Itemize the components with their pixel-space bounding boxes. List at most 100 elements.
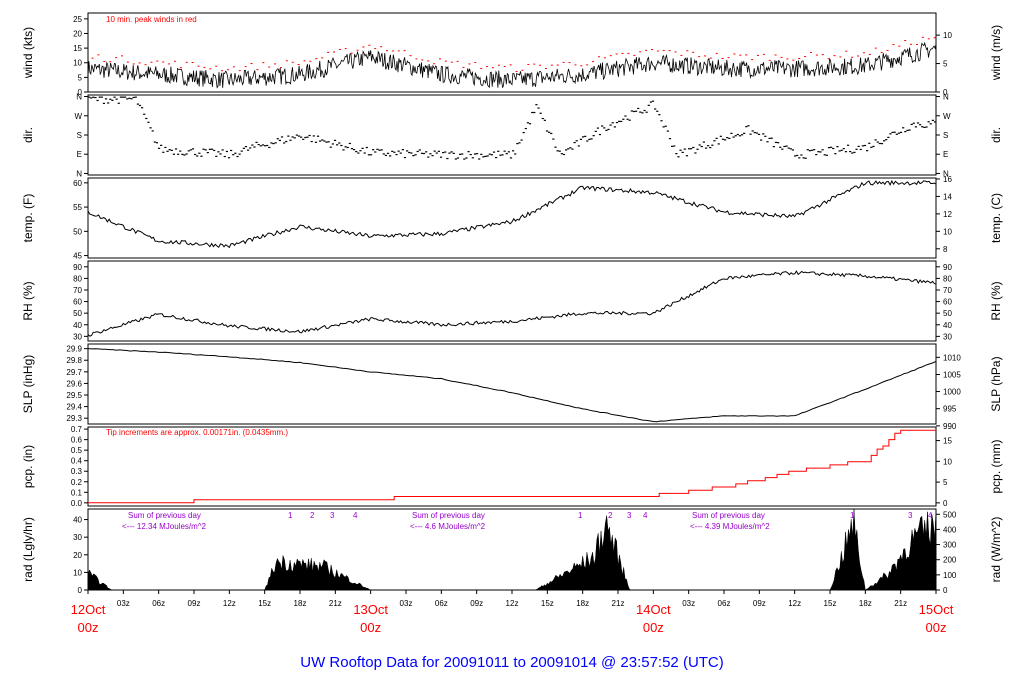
dir-right-tick-label: S [943,131,948,140]
dir-point [480,153,483,155]
wind-peak-mark [827,58,830,60]
rh-left-tick-label: 30 [73,332,82,341]
rad-sum-value-2: <--- 4.6 MJoules/m^2 [410,522,486,531]
dir-point [643,109,646,112]
dir-point [325,141,328,143]
wind-peak-mark [839,56,842,58]
dir-point [730,132,733,134]
dir-point [104,98,108,100]
dir-point [526,122,530,124]
dir-point [202,148,205,150]
dir-point [573,141,576,144]
wind-peak-mark [332,51,335,53]
dir-point [902,127,905,129]
dir-point [673,145,676,147]
dir-point [478,158,481,160]
wind-right-tick-label: 10 [943,31,952,40]
dir-point [734,135,737,137]
wind-peak-mark [144,64,147,66]
wind-peak-mark [226,69,229,71]
rh-right-tick-label: 70 [943,286,952,295]
dir-point [639,111,642,113]
dir-point [132,96,135,99]
rh-right-tick-label: 60 [943,298,952,307]
dir-point [694,152,697,154]
dir-point [268,146,271,149]
day-hour-label: 00z [643,620,664,635]
rad-left-tick-label: 20 [73,551,82,560]
rad-right-tick-label: 400 [943,525,957,534]
wind-peak-mark [156,60,159,62]
dir-point [213,149,216,152]
dir-point [817,151,820,153]
pcp-series-line [88,429,936,504]
dir-point [777,142,780,144]
dir-point [687,148,691,150]
dir-point [406,150,409,152]
dir-point [198,152,201,154]
wind-peak-mark [668,50,671,52]
rad-panel-frame [87,508,937,591]
dir-point [238,153,241,155]
dir-point [94,96,97,99]
dir-point [743,132,746,134]
wind-left-tick-label: 20 [73,29,82,38]
dir-point [923,126,926,129]
dir-point [821,149,824,151]
dir-point [772,146,775,148]
dir-point [227,157,231,159]
rad-marker: 1 [288,511,293,520]
dir-point [283,142,286,144]
dir-point [121,96,125,98]
dir-point [558,150,561,152]
dir-point [174,148,178,150]
dir-point [395,153,398,156]
dir-point [208,148,212,150]
wind-peak-mark [733,53,736,55]
pcp-right-tick-label: 15 [943,437,952,446]
dir-right-tick-label: W [943,112,951,121]
wind-peak-mark [786,58,789,60]
dir-point [883,140,886,142]
wind-peak-mark [898,45,901,47]
dir-point [475,153,479,155]
wind-peak-mark [403,50,406,52]
dir-point [495,156,498,159]
dir-point [90,97,93,99]
dir-point [618,120,621,122]
wind-peak-mark [168,63,171,65]
dir-point [471,157,474,159]
x-tick-label: 12z [506,599,519,608]
dir-point [541,117,544,120]
wind-peak-mark [550,64,553,66]
dir-point [376,148,379,150]
wind-peak-mark [221,70,224,72]
wind-peak-mark [527,63,530,65]
wind-peak-mark [892,44,895,46]
wind-peak-mark [751,59,754,61]
dir-point [391,150,394,152]
wind-peak-mark [338,49,341,51]
dir-point [386,152,390,154]
rh-left-tick-label: 40 [73,321,82,330]
dir-point [721,138,725,140]
wind-peak-mark [279,67,282,69]
dir-point [143,113,146,115]
dir-point [645,111,648,113]
dir-point [747,125,750,127]
dir-point [649,101,652,103]
dir-left-tick-label: S [77,131,82,140]
dir-point [925,126,928,128]
wind-peak-mark [674,51,677,53]
temp-left-axis-label: temp. (F) [21,194,35,243]
dir-point [715,137,718,139]
dir-point [910,123,913,126]
dir-point [342,149,345,151]
dir-point [876,141,879,143]
wind-peak-mark [921,36,924,38]
rad-right-tick-label: 300 [943,541,957,550]
dir-point [107,102,110,104]
rad-series-area [87,508,937,591]
x-tick-label: 09z [188,599,201,608]
rad-left-tick-label: 0 [78,586,83,595]
